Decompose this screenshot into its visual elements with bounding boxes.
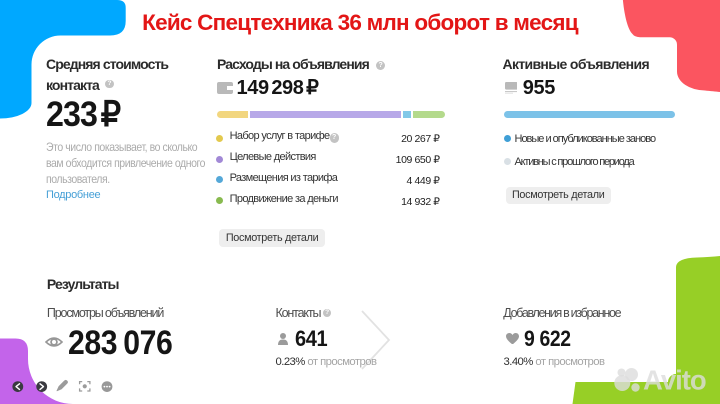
svg-text:Avito: Avito bbox=[643, 365, 706, 396]
